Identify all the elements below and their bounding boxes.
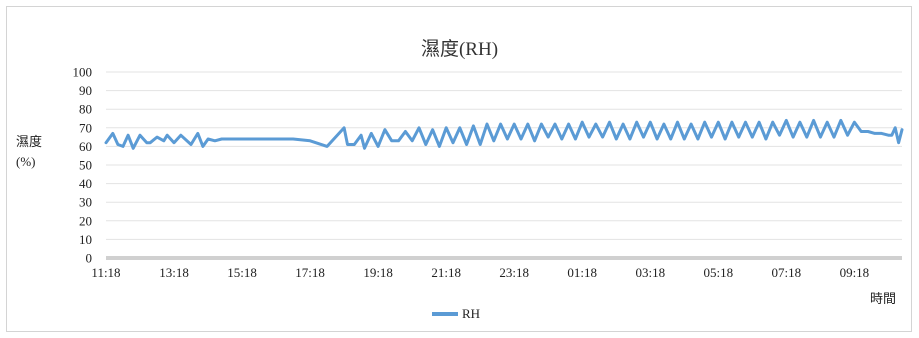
chart-frame (6, 6, 912, 332)
y-tick-label: 20 (79, 213, 92, 228)
legend-swatch-rh (432, 312, 458, 316)
y-tick-label: 60 (79, 139, 92, 154)
x-tick-label: 19:18 (363, 265, 393, 280)
x-tick-label: 05:18 (703, 265, 733, 280)
x-tick-label: 09:18 (840, 265, 870, 280)
y-tick-label: 40 (79, 176, 92, 191)
x-tick-label: 21:18 (431, 265, 461, 280)
y-tick-label: 50 (79, 158, 92, 173)
x-tick-label: 03:18 (635, 265, 665, 280)
legend-label-rh: RH (462, 306, 481, 321)
x-tick-label: 11:18 (91, 265, 120, 280)
x-axis-label: 時間 (870, 291, 897, 306)
y-axis-label: 濕度 (%) (16, 132, 50, 172)
x-tick-label: 23:18 (499, 265, 529, 280)
y-tick-label: 90 (79, 83, 92, 98)
x-tick-label: 07:18 (772, 265, 802, 280)
y-tick-label: 10 (79, 232, 92, 247)
y-tick-label: 30 (79, 195, 92, 210)
x-tick-label: 01:18 (567, 265, 597, 280)
y-axis-label-line-2: (%) (16, 154, 36, 169)
y-tick-label: 0 (86, 251, 93, 266)
series-line-rh (104, 118, 904, 150)
y-tick-label: 80 (79, 102, 92, 117)
chart-title: 濕度(RH) (420, 39, 499, 60)
y-tick-label: 70 (79, 120, 92, 135)
y-axis-label-line-1: 濕度 (16, 134, 43, 149)
y-tick-label: 100 (73, 65, 93, 80)
x-tick-label: 13:18 (159, 265, 189, 280)
x-tick-label: 17:18 (295, 265, 325, 280)
legend: RH (432, 306, 480, 322)
x-tick-label: 15:18 (227, 265, 257, 280)
